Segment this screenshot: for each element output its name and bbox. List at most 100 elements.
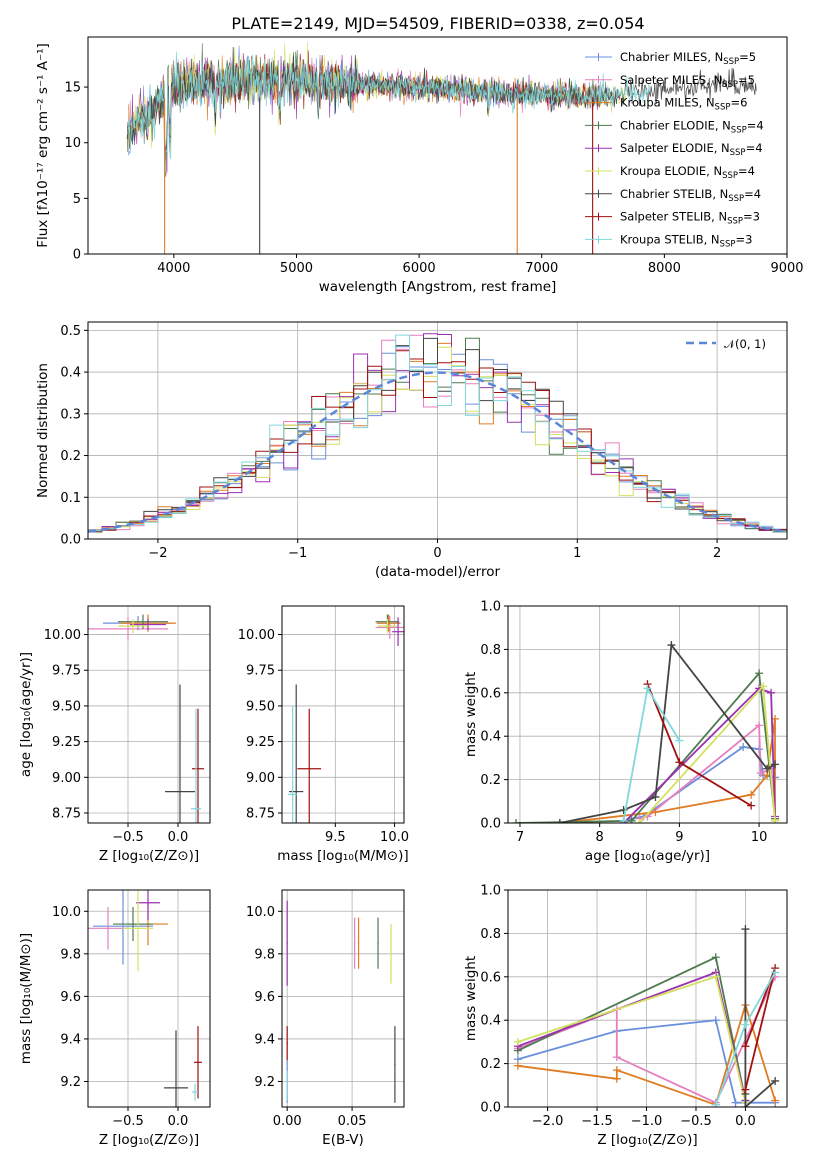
x-tick-label: −0.5 bbox=[112, 1114, 144, 1129]
weight_vs_z-lines bbox=[513, 925, 780, 1107]
x-tick-label: −1.5 bbox=[581, 1114, 613, 1129]
spectrum-line bbox=[126, 43, 614, 177]
y-axis-label: mass [log₁₀(M/M⊙)] bbox=[18, 933, 34, 1064]
y-tick-label: 0.1 bbox=[60, 491, 81, 506]
y-tick-label: 0.2 bbox=[480, 1057, 501, 1072]
weight-marker bbox=[741, 1085, 750, 1094]
y-axis-label: Normed distribution bbox=[35, 363, 51, 498]
legend-label: Chabrier ELODIE, NSSP=4 bbox=[620, 118, 764, 135]
y-tick-label: 0.6 bbox=[480, 686, 501, 701]
x-tick-label: 0 bbox=[433, 546, 441, 561]
x-tick-label: 1 bbox=[573, 546, 581, 561]
histograms bbox=[88, 333, 787, 533]
spectrum-panel: 4000 5000 6000 7000 8000 9000 0 5 10 15 wavelength… bbox=[35, 36, 804, 295]
y-tick-label: 15 bbox=[64, 81, 81, 96]
x-tick-label: 8 bbox=[596, 830, 604, 845]
y-tick-label: 8.75 bbox=[246, 807, 275, 822]
x-tick-label: 0.0 bbox=[168, 1114, 189, 1129]
legend-count: =5 bbox=[738, 73, 755, 87]
legend-name: Kroupa MILES, N bbox=[620, 96, 715, 110]
y-axis-label: mass weight bbox=[463, 956, 479, 1041]
y-tick-label: 9.75 bbox=[246, 664, 275, 679]
x-tick-label: 0.05 bbox=[338, 1114, 367, 1129]
x-tick-label: 2 bbox=[713, 546, 721, 561]
weight-marker bbox=[767, 688, 776, 697]
axes-frame bbox=[281, 605, 405, 824]
axes-frame bbox=[87, 889, 211, 1108]
x-tick-label: −1.0 bbox=[631, 1114, 663, 1129]
x-tick-label: 9 bbox=[675, 830, 683, 845]
mass_vs_ebv-points bbox=[286, 900, 396, 1103]
y-tick-label: 0.8 bbox=[480, 927, 501, 942]
y-tick-label: 10.0 bbox=[246, 905, 275, 920]
weight-marker bbox=[513, 1061, 522, 1070]
y-tick-label: 0 bbox=[73, 248, 81, 263]
y-tick-label: 0.0 bbox=[60, 533, 81, 548]
weight-marker bbox=[651, 792, 660, 801]
legend-count: =3 bbox=[735, 232, 752, 246]
weight-marker bbox=[619, 816, 628, 823]
weight-marker bbox=[771, 1096, 780, 1105]
weight-marker bbox=[511, 819, 520, 823]
x-tick-label: 4000 bbox=[157, 261, 190, 276]
y-tick-label: 9.2 bbox=[254, 1075, 275, 1090]
weight-marker bbox=[643, 684, 652, 693]
legend-name: Salpeter ELODIE, N bbox=[620, 141, 730, 155]
weight-marker bbox=[711, 953, 720, 962]
x-tick-label: 7 bbox=[516, 830, 524, 845]
legend-label: Kroupa ELODIE, NSSP=4 bbox=[620, 164, 755, 181]
legend-count: =4 bbox=[744, 187, 761, 201]
histogram-line bbox=[88, 334, 787, 532]
weight-marker bbox=[741, 925, 750, 934]
x-tick-label: 0.00 bbox=[273, 1114, 302, 1129]
legend-name: Chabrier STELIB, N bbox=[620, 187, 728, 201]
weight-line bbox=[559, 718, 776, 823]
x-tick-label: 0.0 bbox=[168, 830, 189, 845]
y-tick-label: 9.6 bbox=[60, 990, 81, 1005]
legend-name: Kroupa ELODIE, N bbox=[620, 164, 722, 178]
x-tick-label: 6000 bbox=[403, 261, 436, 276]
y-tick-label: 9.2 bbox=[60, 1075, 81, 1090]
legend-count: =4 bbox=[747, 118, 764, 132]
weight-marker bbox=[755, 669, 764, 678]
weight-line bbox=[622, 686, 681, 821]
x-tick-label: 10.0 bbox=[380, 830, 409, 845]
legend-count: =5 bbox=[739, 50, 756, 64]
legend-subscript: SSP bbox=[720, 239, 736, 249]
weight-marker bbox=[741, 1042, 750, 1051]
legend-subscript: SSP bbox=[722, 171, 738, 181]
x-tick-label: 0.0 bbox=[735, 1114, 756, 1129]
legend-name: Kroupa STELIB, N bbox=[620, 232, 720, 246]
weight-marker bbox=[755, 721, 764, 730]
mass_vs_z-panel: −0.5 0.0 9.2 9.4 9.6 9.8 10.0 Z [log₁₀(Z/Z⊙)] ma… bbox=[18, 889, 211, 1148]
y-tick-label: 0.0 bbox=[480, 1101, 501, 1116]
axes-frame bbox=[87, 321, 788, 540]
age_vs_z-points bbox=[88, 614, 204, 823]
legend-label: Salpeter STELIB, NSSP=3 bbox=[620, 210, 760, 227]
y-tick-label: 5 bbox=[73, 192, 81, 207]
weight-marker bbox=[675, 758, 684, 767]
x-axis-label: age [log₁₀(age/yr)] bbox=[585, 848, 710, 864]
y-tick-label: 9.50 bbox=[52, 699, 81, 714]
x-tick-label: 9000 bbox=[770, 261, 803, 276]
weight-marker bbox=[711, 972, 720, 981]
x-tick-label: −1 bbox=[288, 546, 307, 561]
mass_vs_z-points bbox=[88, 890, 202, 1107]
histogram-line bbox=[88, 333, 787, 531]
x-tick-label: 7000 bbox=[525, 261, 558, 276]
weight-marker bbox=[771, 968, 780, 977]
figure-title: PLATE=2149, MJD=54509, FIBERID=0338, z=0… bbox=[231, 14, 644, 33]
legend-subscript: SSP bbox=[730, 148, 746, 158]
weight-marker bbox=[635, 819, 644, 823]
y-tick-label: 1.0 bbox=[480, 884, 501, 899]
legend-count: =4 bbox=[746, 141, 763, 155]
legend-subscript: SSP bbox=[731, 125, 747, 135]
legend-label: Chabrier MILES, NSSP=5 bbox=[620, 50, 756, 67]
legend-label: Kroupa MILES, NSSP=6 bbox=[620, 96, 747, 113]
weight-marker bbox=[739, 743, 748, 752]
y-tick-label: 0.5 bbox=[60, 324, 81, 339]
axes-frame bbox=[507, 605, 788, 824]
weight-marker bbox=[612, 1066, 621, 1075]
weight-marker bbox=[731, 1098, 740, 1107]
